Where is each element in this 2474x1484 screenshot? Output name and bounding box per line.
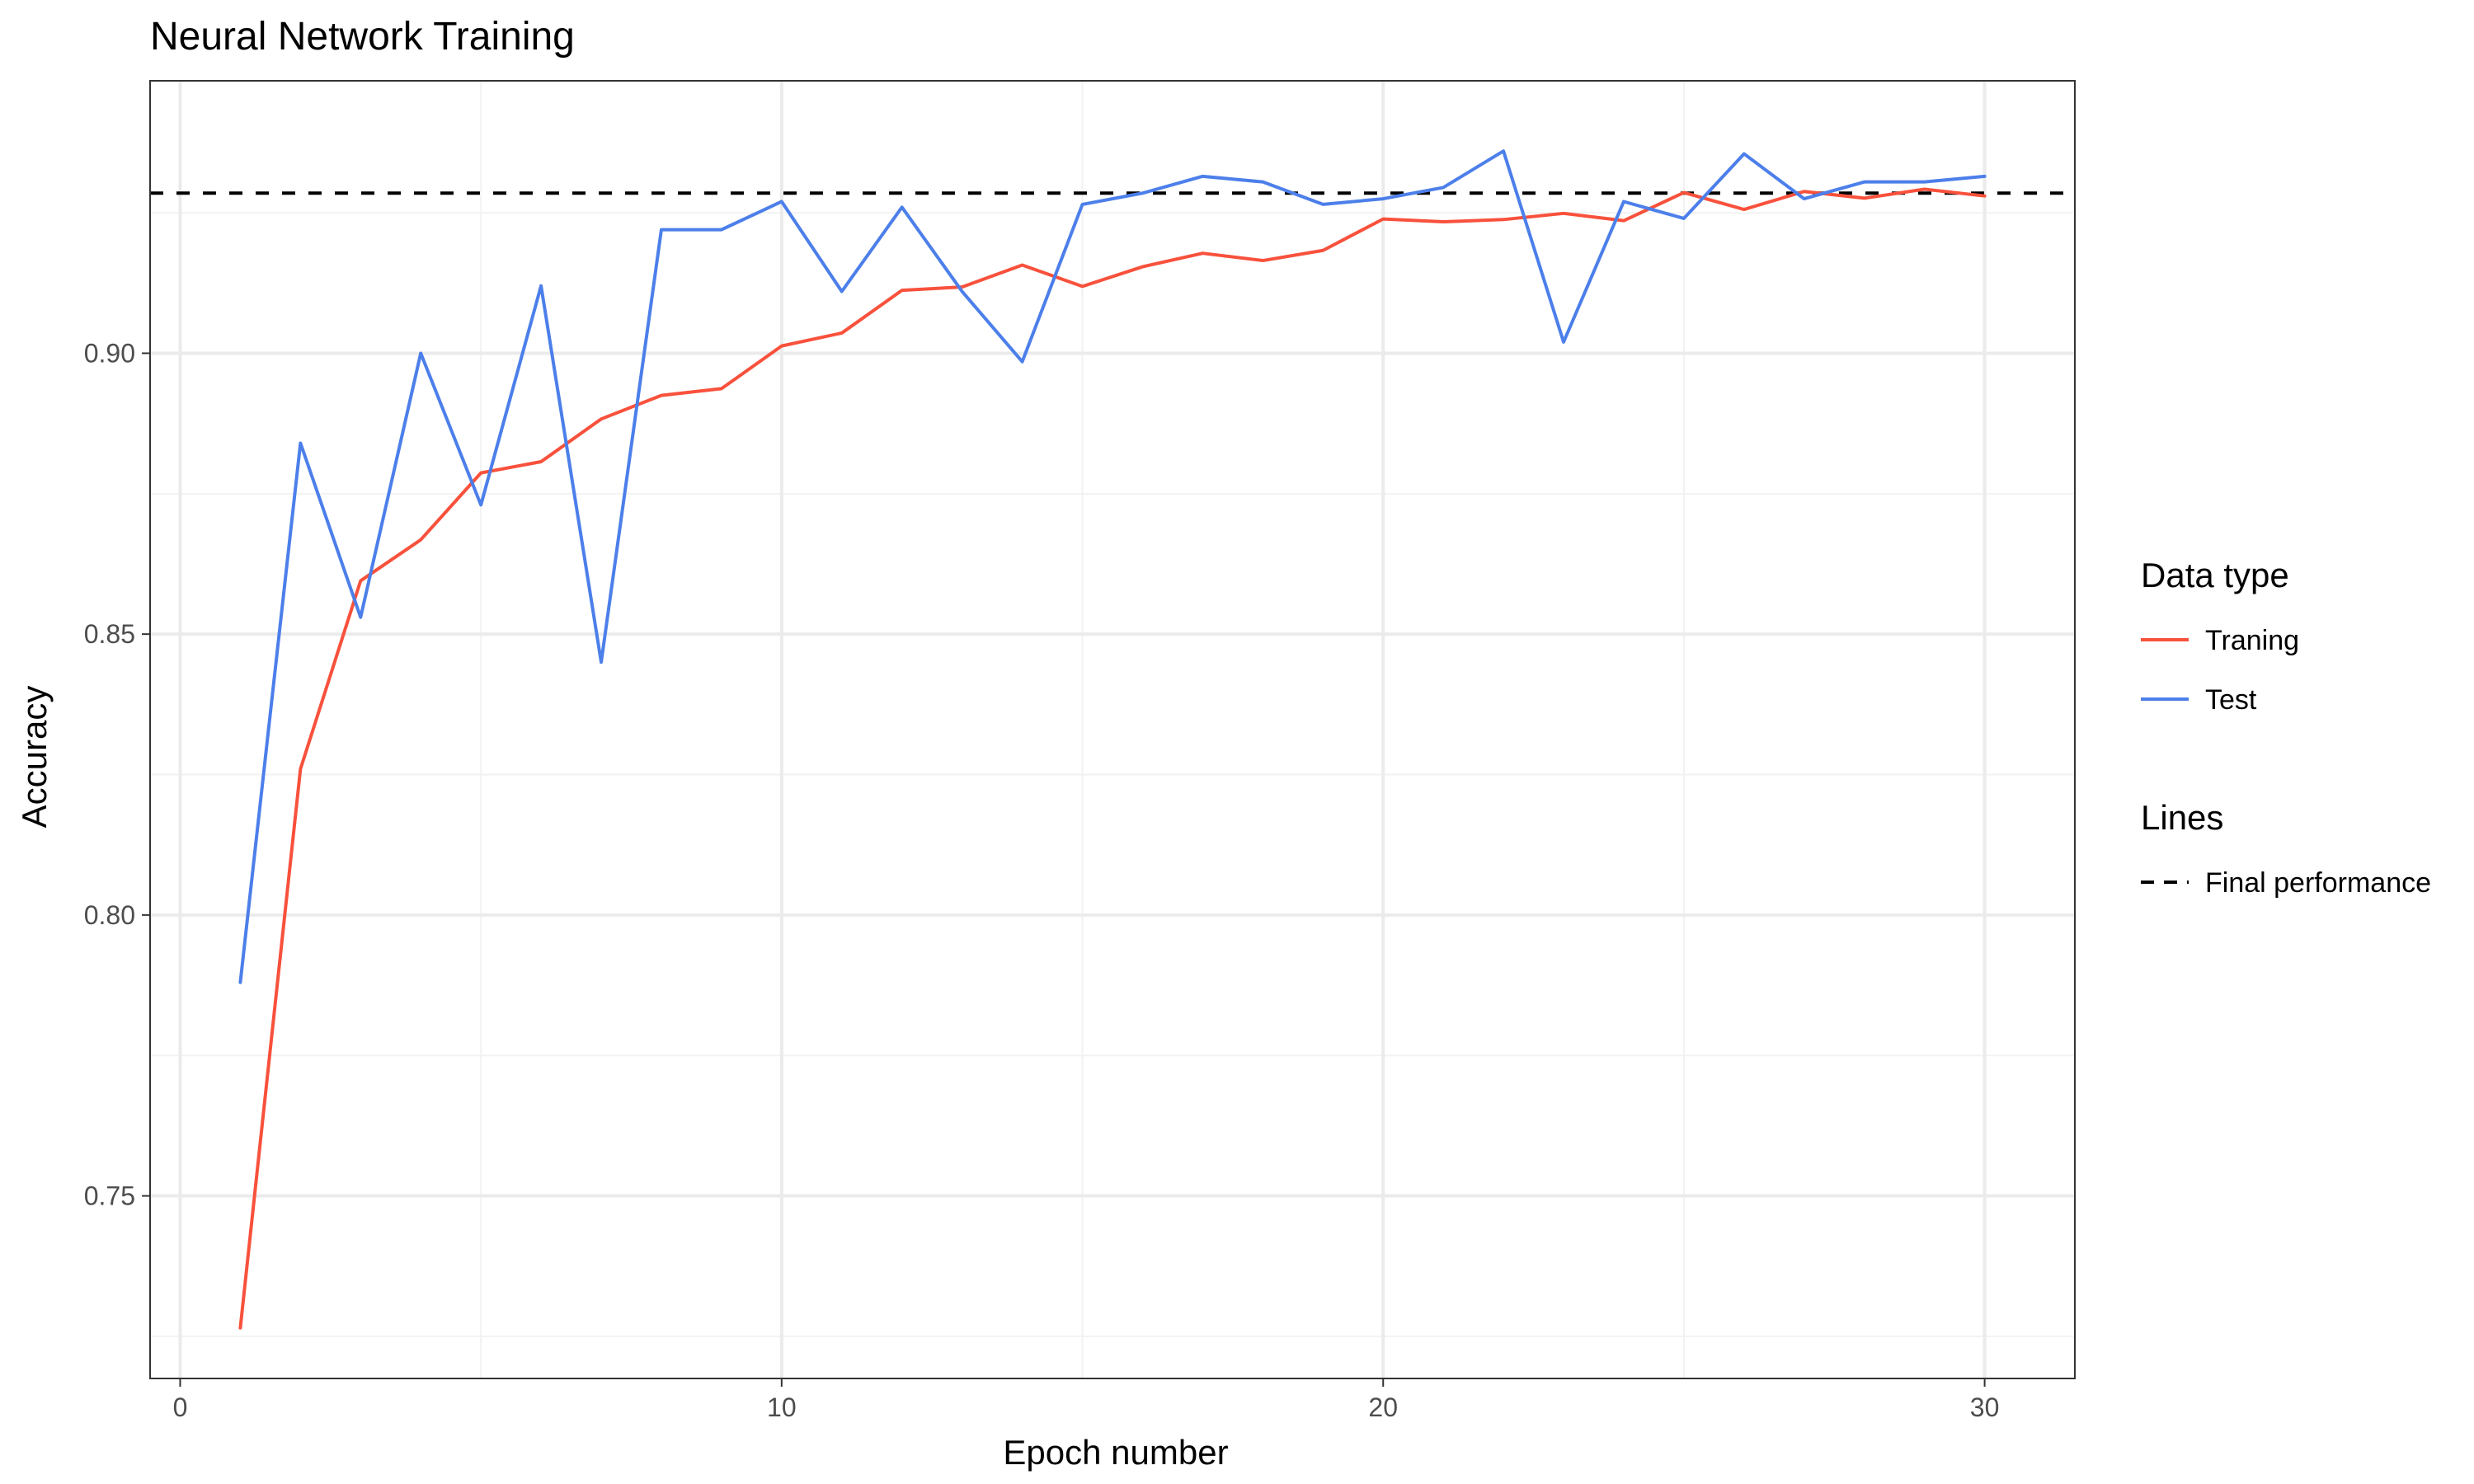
- panel-border: [149, 80, 2076, 1379]
- y-tick-label: 0.85: [84, 619, 135, 649]
- legend-label: Final performance: [2205, 867, 2431, 899]
- series-lines: [238, 149, 1987, 1330]
- x-tick-label: 0: [173, 1392, 188, 1422]
- series-line-test: [238, 149, 1987, 984]
- legend-label: Traning: [2205, 625, 2299, 656]
- legend-title: Data type: [2141, 556, 2289, 594]
- legend: Data type Traning Test Lines Final performan…: [2141, 556, 2431, 899]
- legend-label: Test: [2205, 684, 2257, 716]
- y-tick-label: 0.80: [84, 900, 135, 930]
- legend-title: Lines: [2141, 798, 2223, 837]
- plot-area: [149, 80, 2076, 1379]
- major-gridlines: [150, 81, 2075, 1378]
- series-line-traning: [238, 187, 1987, 1330]
- minor-gridlines: [150, 81, 2075, 1378]
- y-axis-ticks: 0.75 0.80 0.85 0.90: [84, 338, 150, 1211]
- chart-title: Neural Network Training: [150, 15, 575, 59]
- y-tick-label: 0.90: [84, 338, 135, 368]
- y-axis-title: Accuracy: [15, 686, 54, 829]
- x-tick-label: 20: [1368, 1392, 1398, 1422]
- y-tick-label: 0.75: [84, 1181, 135, 1211]
- x-tick-label: 30: [1970, 1392, 2000, 1422]
- x-axis-ticks: 0 10 20 30: [173, 1378, 2000, 1422]
- x-tick-label: 10: [767, 1392, 797, 1422]
- x-axis-title: Epoch number: [1003, 1433, 1228, 1472]
